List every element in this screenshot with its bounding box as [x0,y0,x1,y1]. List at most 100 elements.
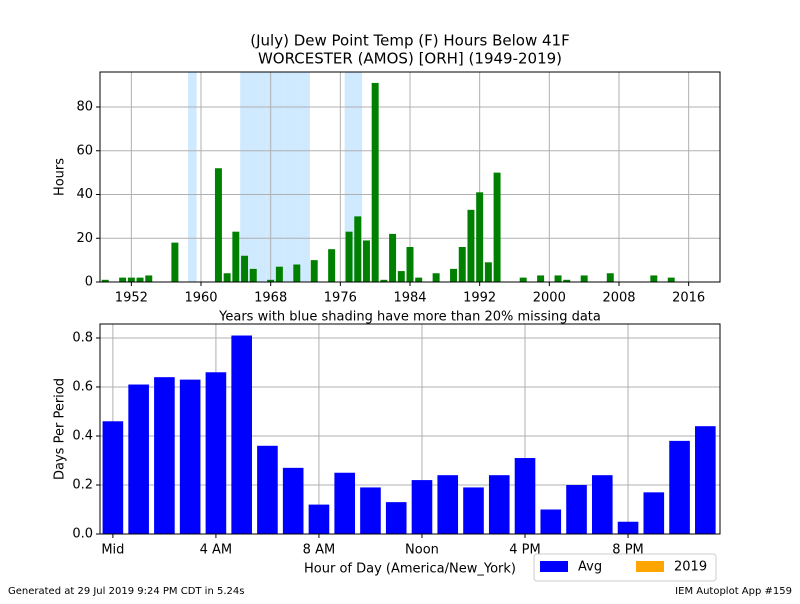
bar [127,277,135,282]
x-tick-label: 2000 [533,291,566,306]
x-tick-label: 4 AM [200,543,233,558]
x-tick-label: 1952 [115,291,148,306]
legend-swatch [540,561,568,572]
x-tick-label: 2016 [672,291,705,306]
bar [467,209,475,282]
bar [102,421,124,534]
y-axis-label: Days Per Period [53,378,68,480]
bar [275,266,283,282]
chart-title: (July) Dew Point Temp (F) Hours Below 41… [250,32,569,50]
bar [232,231,240,282]
missing-shade [283,72,293,282]
y-tick-label: 40 [76,187,93,202]
bar [154,377,175,534]
missing-shade [187,72,197,282]
bar [380,279,388,282]
bar [514,458,536,534]
bar [293,264,301,282]
bar [669,440,690,534]
bar [310,260,318,282]
bar [171,242,179,282]
plot-frame [99,71,721,283]
bar [360,487,381,534]
y-tick-label: 0.0 [72,527,93,542]
bar [119,277,127,282]
y-tick-label: 80 [76,100,93,115]
bar [519,277,527,282]
bar [257,445,278,534]
bar [101,279,109,282]
x-tick-label: 1960 [184,291,217,306]
y-tick-label: 0.4 [72,428,93,443]
bar [128,384,149,534]
bar [580,275,588,282]
bar [397,271,405,282]
legend-swatch [636,561,664,572]
footer-left: Generated at 29 Jul 2019 9:24 PM CDT in … [8,586,244,597]
bar [362,240,370,282]
bar [371,82,379,282]
bar [563,279,571,282]
x-tick-label: Noon [405,543,439,558]
bar [214,168,222,282]
bar [406,247,414,282]
bar [249,268,257,282]
bar [537,275,545,282]
bar [241,255,249,282]
x-tick-label: 8 AM [303,543,336,558]
bar [554,275,562,282]
bar [179,379,201,534]
bar [606,273,614,282]
bar [463,487,484,534]
bar [458,247,466,282]
y-axis-label: Hours [53,158,68,196]
missing-shade [344,72,354,282]
bar [695,426,716,534]
bar [345,231,353,282]
legend-label: 2019 [674,560,707,575]
chart-subtitle: WORCESTER (AMOS) [ORH] (1949-2019) [258,50,562,68]
bar [617,521,639,534]
bar [354,216,362,282]
missing-shade [240,72,249,282]
bar [308,504,330,534]
bar [145,275,153,282]
y-tick-label: 60 [76,143,93,158]
bar [136,277,144,282]
missing-shade [301,72,310,282]
legend-frame [533,553,717,582]
missing-shade [248,72,258,282]
bar [411,480,433,534]
y-tick-label: 0.2 [72,477,93,492]
bar [643,492,665,534]
y-tick-label: 0.8 [72,330,93,345]
bar [205,372,227,534]
x-tick-label: 4 PM [509,543,540,558]
bar [223,273,231,282]
bar [450,268,458,282]
bar [667,277,675,282]
annotation: Years with blue shading have more than 2… [218,310,601,325]
x-axis-label: Hour of Day (America/New_York) [304,562,516,577]
bar [493,172,501,282]
bar [231,335,252,534]
bar [334,472,356,534]
bar [476,192,484,282]
bar [282,467,304,534]
y-tick-label: 0.6 [72,379,93,394]
bar [415,277,423,282]
bar [591,475,613,534]
bar [328,249,336,282]
missing-shade [257,72,267,282]
legend-label: Avg [578,560,602,575]
missing-shade [275,72,284,282]
bar [432,273,440,282]
footer-right: IEM Autoplot App #159 [675,586,792,597]
x-tick-label: 2008 [602,291,635,306]
missing-shade [292,72,302,282]
bar [267,279,275,282]
x-tick-label: 1968 [254,291,287,306]
missing-shade [353,72,363,282]
bar [389,233,397,282]
